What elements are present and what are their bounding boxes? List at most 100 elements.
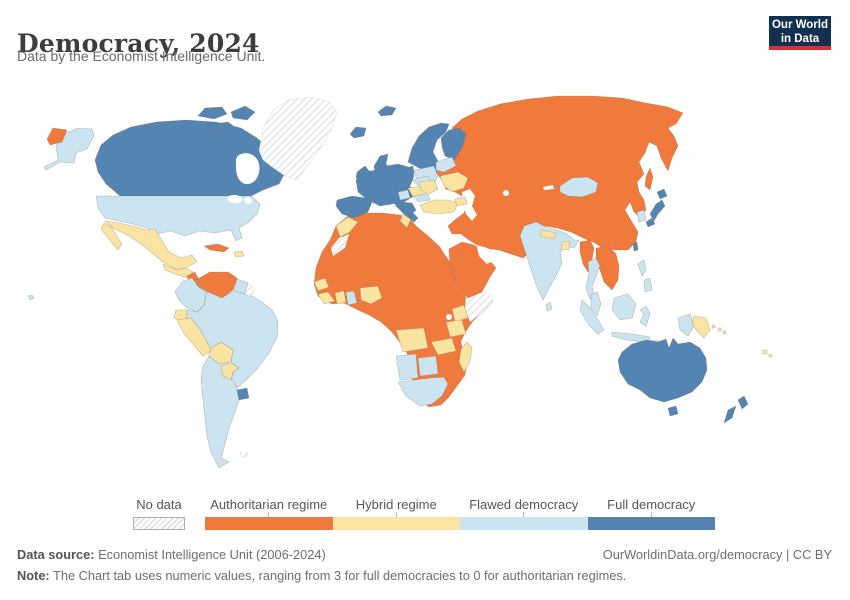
legend-label: Authoritarian regime	[210, 497, 328, 512]
region-malaysia[interactable]	[590, 291, 602, 317]
region-turkey[interactable]	[419, 199, 459, 215]
legend-item-hybrid[interactable]: Hybrid regime	[332, 498, 460, 530]
region-canada[interactable]	[94, 119, 287, 197]
legend-swatch-authoritarian	[205, 517, 333, 530]
region-hawaii[interactable]	[27, 294, 35, 301]
region-cuba[interactable]	[203, 243, 230, 253]
legend-swatch-hybrid	[332, 517, 460, 530]
region-mexico[interactable]	[100, 220, 198, 271]
region-south-korea[interactable]	[636, 209, 647, 223]
legend-item-full[interactable]: Full democracy	[587, 497, 715, 530]
legend-no-data-swatch	[133, 517, 185, 530]
region-philippines[interactable]	[637, 259, 653, 293]
region-fiji[interactable]	[762, 349, 773, 358]
legend-label: Full democracy	[607, 497, 696, 512]
region-zambia-malawi[interactable]	[430, 337, 457, 356]
region-ukraine[interactable]	[439, 171, 469, 193]
data-source-value: Economist Intelligence Unit (2006-2024)	[94, 547, 326, 562]
region-madagascar[interactable]	[458, 341, 473, 373]
region-paraguay[interactable]	[220, 362, 240, 381]
region-sri-lanka[interactable]	[545, 301, 553, 312]
lake-victoria	[446, 314, 452, 320]
region-caucasus[interactable]	[454, 196, 468, 207]
region-svalbard[interactable]	[377, 105, 397, 117]
region-kenya[interactable]	[451, 304, 469, 323]
region-west-papua[interactable]	[677, 313, 695, 337]
page-title: Democracy, 2024	[17, 28, 260, 58]
legend-item-flawed[interactable]: Flawed democracy	[460, 498, 588, 530]
region-ivory-coast[interactable]	[334, 290, 347, 305]
region-senegal[interactable]	[313, 277, 330, 292]
region-alaska[interactable]	[43, 127, 95, 171]
region-thailand[interactable]	[585, 257, 601, 300]
legend-no-data-label: No data	[136, 497, 182, 512]
page-subtitle: Data by the Economist Intelligence Unit.	[17, 48, 266, 64]
region-nepal[interactable]	[539, 229, 557, 240]
region-nigeria[interactable]	[359, 285, 383, 305]
region-colombia[interactable]	[174, 277, 207, 313]
region-india[interactable]	[519, 221, 580, 301]
region-sumatra[interactable]	[579, 299, 605, 335]
region-papua-new-guinea[interactable]	[691, 315, 711, 339]
region-australia[interactable]	[617, 337, 708, 403]
owid-logo-line1: Our World	[771, 19, 828, 31]
region-south-africa[interactable]	[397, 376, 449, 407]
region-greece[interactable]	[401, 201, 417, 218]
region-baltic-states[interactable]	[435, 156, 457, 173]
region-greenland[interactable]	[258, 96, 338, 181]
data-source-text: Data source: Economist Intelligence Unit…	[17, 547, 326, 562]
region-chukotka[interactable]	[46, 127, 68, 146]
region-canadian-arctic-islands[interactable]	[197, 105, 256, 134]
region-finland[interactable]	[440, 127, 467, 161]
region-borneo[interactable]	[611, 293, 637, 321]
region-french-guiana[interactable]	[244, 283, 256, 298]
gulf-of-bothnia	[435, 141, 443, 162]
region-guyana-suriname[interactable]	[233, 278, 249, 295]
region-usa[interactable]	[95, 195, 261, 242]
region-angola[interactable]	[395, 327, 429, 353]
region-bangladesh[interactable]	[560, 240, 571, 251]
region-iceland[interactable]	[349, 126, 367, 139]
region-sierra-leone-liberia[interactable]	[317, 291, 336, 305]
region-western-balkans[interactable]	[397, 189, 411, 201]
data-source-label: Data source:	[17, 547, 95, 562]
region-new-zealand[interactable]	[723, 395, 749, 424]
region-sulawesi[interactable]	[639, 305, 651, 327]
region-mongolia[interactable]	[559, 176, 599, 198]
owid-citation-link[interactable]: OurWorldinData.org/democracy | CC BY	[602, 547, 832, 562]
region-solomon-islands[interactable]	[711, 324, 727, 335]
legend-swatch-flawed	[460, 517, 588, 530]
footer: Data source: Economist Intelligence Unit…	[17, 547, 832, 562]
owid-logo-line2: in Data	[780, 33, 820, 45]
region-bulgaria[interactable]	[413, 193, 431, 203]
region-falkland-islands[interactable]	[239, 451, 249, 459]
region-venezuela[interactable]	[195, 271, 238, 299]
region-namibia[interactable]	[395, 353, 419, 381]
region-sakhalin[interactable]	[644, 167, 654, 191]
legend-item-authoritarian[interactable]: Authoritarian regime	[205, 498, 333, 530]
region-morocco[interactable]	[335, 216, 359, 238]
map-legend: No data Authoritarian regime Hybrid regi…	[133, 498, 715, 530]
region-taiwan[interactable]	[632, 241, 639, 252]
aral-sea	[503, 190, 509, 196]
region-bolivia[interactable]	[208, 341, 234, 365]
region-tanzania[interactable]	[445, 319, 467, 338]
region-iberia[interactable]	[335, 195, 373, 219]
region-romania[interactable]	[418, 179, 439, 195]
region-uruguay[interactable]	[236, 387, 250, 401]
legend-no-data[interactable]: No data	[133, 498, 185, 530]
region-russia-asia-mainland[interactable]	[443, 95, 684, 259]
region-botswana[interactable]	[417, 355, 439, 377]
lake-balkhash	[543, 185, 554, 190]
region-tasmania[interactable]	[667, 405, 679, 417]
region-japan[interactable]	[645, 188, 668, 228]
region-ghana[interactable]	[345, 290, 358, 306]
region-hispaniola[interactable]	[233, 250, 245, 258]
note-text: The Chart tab uses numeric values, rangi…	[49, 568, 627, 583]
owid-logo[interactable]: Our World in Data	[769, 16, 831, 50]
region-western-sahara[interactable]	[330, 233, 350, 257]
legend-label: Flawed democracy	[469, 497, 579, 512]
persian-gulf	[477, 247, 493, 264]
